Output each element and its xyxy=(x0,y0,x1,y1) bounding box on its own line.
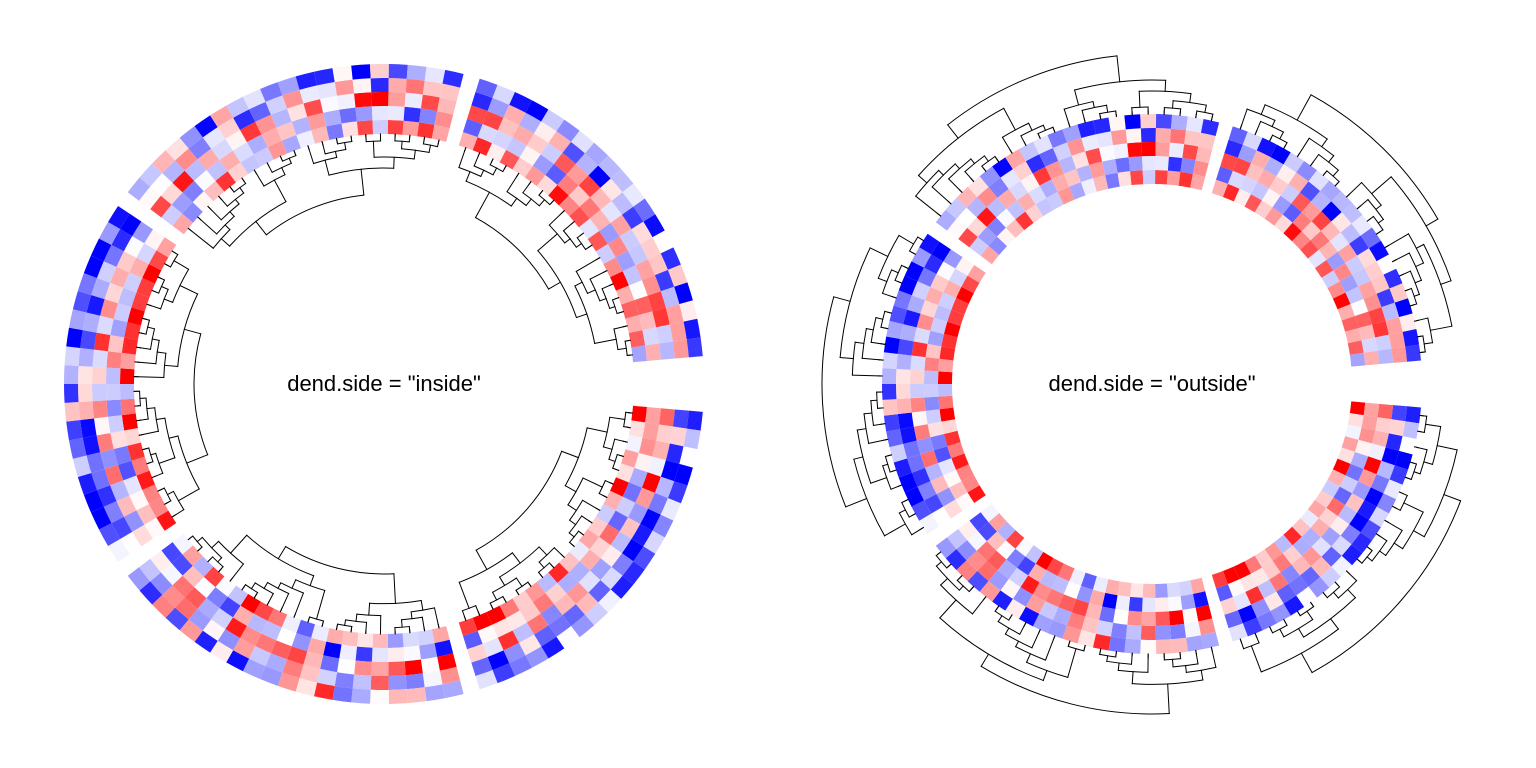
panel-label-inside: dend.side = "inside" xyxy=(287,371,481,397)
figure-container: dend.side = "inside" dend.side = "outsid… xyxy=(0,0,1536,768)
panel-label-outside: dend.side = "outside" xyxy=(1048,371,1255,397)
panel-inside: dend.side = "inside" xyxy=(0,0,768,768)
panel-outside: dend.side = "outside" xyxy=(768,0,1536,768)
